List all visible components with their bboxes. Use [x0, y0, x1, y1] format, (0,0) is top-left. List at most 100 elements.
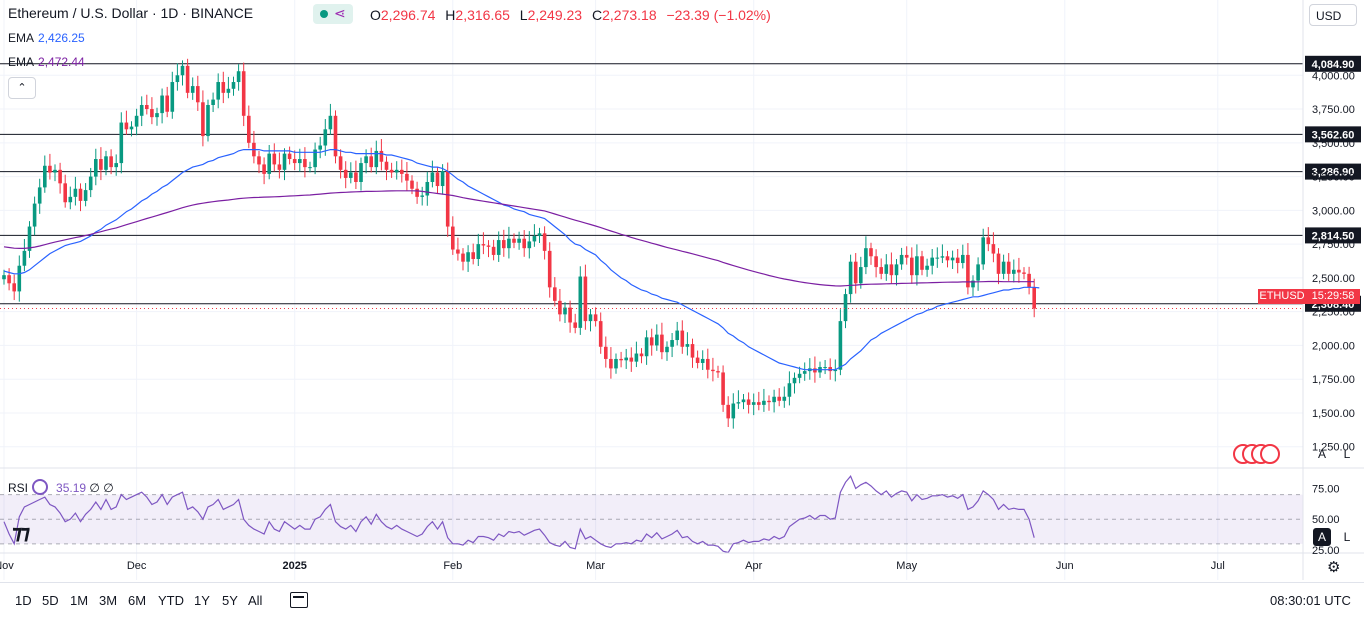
candle-body [262, 164, 266, 174]
rsi-tick-label: 25.00 [1312, 545, 1340, 557]
share-icon[interactable]: ⋖ [334, 5, 346, 21]
x-tick-label: Feb [443, 560, 462, 572]
candle-body [48, 165, 52, 173]
candle-body [940, 256, 945, 258]
candle-body [308, 167, 312, 169]
candle-body [644, 337, 649, 357]
calendar-icon[interactable] [290, 592, 308, 608]
candle-body [272, 153, 277, 165]
candle-body [394, 169, 399, 173]
rsi-line [3, 475, 1035, 554]
candle-body [634, 353, 639, 362]
candle-body [155, 113, 159, 118]
timeframe-all[interactable]: All [248, 593, 263, 608]
candle-body [792, 377, 797, 384]
price-level-tag [1305, 55, 1361, 72]
ema-slow-line [3, 190, 1035, 287]
candle-body [150, 109, 154, 118]
candle-body [966, 254, 970, 288]
timeframe-1d[interactable]: 1D [15, 593, 32, 608]
timeframe-1y[interactable]: 1Y [194, 593, 210, 608]
ema-slow-value: 2,472.44 [38, 55, 85, 69]
candle-body [445, 171, 450, 227]
candle-body [629, 357, 634, 362]
candle-body [206, 104, 210, 137]
candle-body [848, 261, 853, 295]
timeframe-3m[interactable]: 3M [99, 593, 118, 608]
candle-body [649, 337, 654, 346]
candle-body [853, 261, 858, 284]
ema-slow-label: EMA [8, 55, 35, 69]
candle-body [175, 75, 180, 83]
candle-body [374, 150, 379, 168]
candle-body [532, 236, 537, 242]
candle-body [109, 156, 113, 168]
candle-body [930, 257, 934, 266]
candle-body [410, 180, 414, 189]
candle-body [496, 240, 501, 255]
settings-icon[interactable] [32, 479, 49, 495]
candle-body [690, 344, 695, 358]
rsi-tick-label: 50.00 [1312, 514, 1340, 526]
status-pill[interactable]: ⋖ [313, 4, 353, 24]
timeframe-5y[interactable]: 5Y [222, 593, 238, 608]
symbol-title[interactable]: Ethereum / U.S. Dollar · 1D · BINANCE [8, 5, 254, 21]
gear-icon[interactable]: ⚙ [1327, 559, 1341, 576]
candle-body [782, 396, 787, 401]
ema-fast-legend[interactable]: EMA 2,426.25 [8, 31, 85, 45]
timeframe-1m[interactable]: 1M [70, 593, 89, 608]
candle-body [1012, 269, 1016, 274]
log-scale-button[interactable]: L [1343, 447, 1351, 461]
candle-body [2, 275, 6, 280]
candle-body [935, 257, 940, 259]
candle-body [961, 254, 965, 264]
candle-body [451, 226, 455, 250]
candle-body [624, 357, 628, 361]
clock[interactable]: 08:30:01 UTC [1270, 593, 1351, 608]
candle-body [563, 307, 567, 315]
candle-body [874, 256, 878, 268]
timeframe-ytd[interactable]: YTD [158, 593, 184, 608]
candle-body [119, 122, 124, 164]
rsi-legend[interactable]: RSI 35.19 ∅ ∅ [8, 479, 114, 495]
candle-body [1006, 261, 1011, 274]
candle-body [456, 249, 460, 254]
candle-body [833, 369, 838, 372]
change-value: −23.39 (−1.02%) [666, 7, 771, 23]
auto-scale-button[interactable]: A [1317, 447, 1326, 461]
ema-slow-legend[interactable]: EMA 2,472.44 [8, 55, 85, 69]
timeframe-6m[interactable]: 6M [128, 593, 147, 608]
rsi-auto-scale-button[interactable]: A [1313, 528, 1331, 546]
candle-body [996, 253, 1001, 274]
candle-body [889, 264, 894, 276]
events-badge[interactable] [1233, 444, 1283, 466]
candle-body [114, 163, 118, 168]
currency-selector[interactable]: USD [1309, 4, 1357, 26]
candle-body [675, 330, 679, 341]
candle-body [787, 383, 792, 397]
collapse-legend-button[interactable]: ⌃ [8, 77, 36, 99]
candle-body [920, 256, 924, 270]
axes: 1,250.00 1,500.00 1,750.00 2,000.00 2,250.00… [0, 0, 1364, 580]
candle-body [502, 240, 506, 249]
horizontal-levels: 4,084.903,562.603,286.902,814.502,308.40 [0, 55, 1361, 312]
y-tick-label: 1,250.00 [1312, 442, 1355, 454]
candle-body [415, 188, 419, 197]
candle-body [904, 254, 909, 258]
market-status-icon [320, 10, 328, 18]
candle-body [400, 169, 404, 174]
candle-body [43, 165, 47, 188]
ohlc-readout: O2,296.74 H2,316.65 L2,249.23 C2,273.18 … [370, 7, 777, 23]
candle-body [104, 156, 108, 170]
candle-body [716, 371, 720, 373]
candle-body [221, 82, 226, 93]
candle-body [1032, 287, 1036, 309]
x-tick-label: Jul [1211, 560, 1225, 572]
rsi-log-scale-button[interactable]: L [1343, 530, 1351, 544]
price-level-label: 3,562.60 [1312, 129, 1355, 141]
timeframe-5d[interactable]: 5D [42, 593, 59, 608]
open-label: O [370, 7, 381, 23]
candle-body [767, 400, 771, 403]
candle-body [573, 322, 577, 328]
